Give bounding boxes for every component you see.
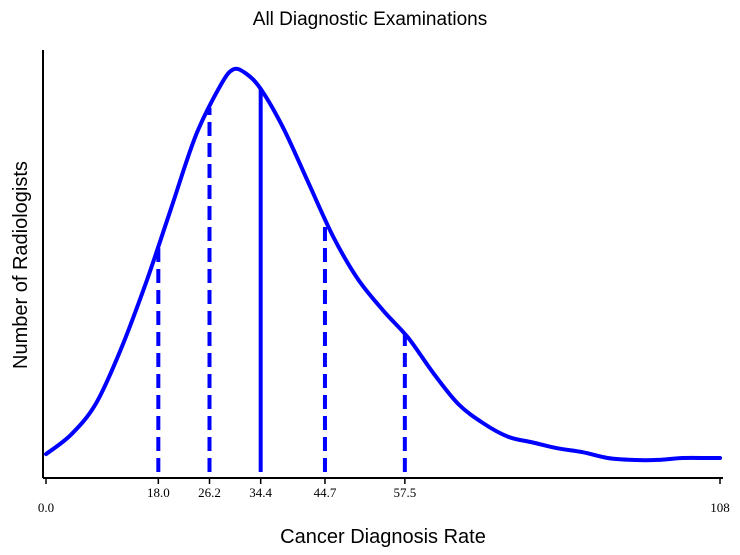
- chart-title: All Diagnostic Examinations: [253, 9, 487, 30]
- reference-lines: [156, 88, 407, 472]
- x-tick-label: 26.2: [198, 485, 221, 500]
- density-curve: [44, 66, 722, 463]
- x-tick-label: 34.4: [249, 485, 272, 500]
- y-axis-label: Number of Radiologists: [10, 161, 32, 369]
- x-axis-label: Cancer Diagnosis Rate: [280, 526, 486, 548]
- x-ticks: 18.0 26.2 34.4 44.7 57.5 0.0 108: [38, 478, 730, 515]
- x-tick-label: 108: [710, 500, 730, 515]
- x-tick-label: 18.0: [147, 485, 170, 500]
- x-tick-label: 0.0: [38, 500, 54, 515]
- x-tick-label: 44.7: [314, 485, 337, 500]
- x-tick-label: 57.5: [393, 485, 416, 500]
